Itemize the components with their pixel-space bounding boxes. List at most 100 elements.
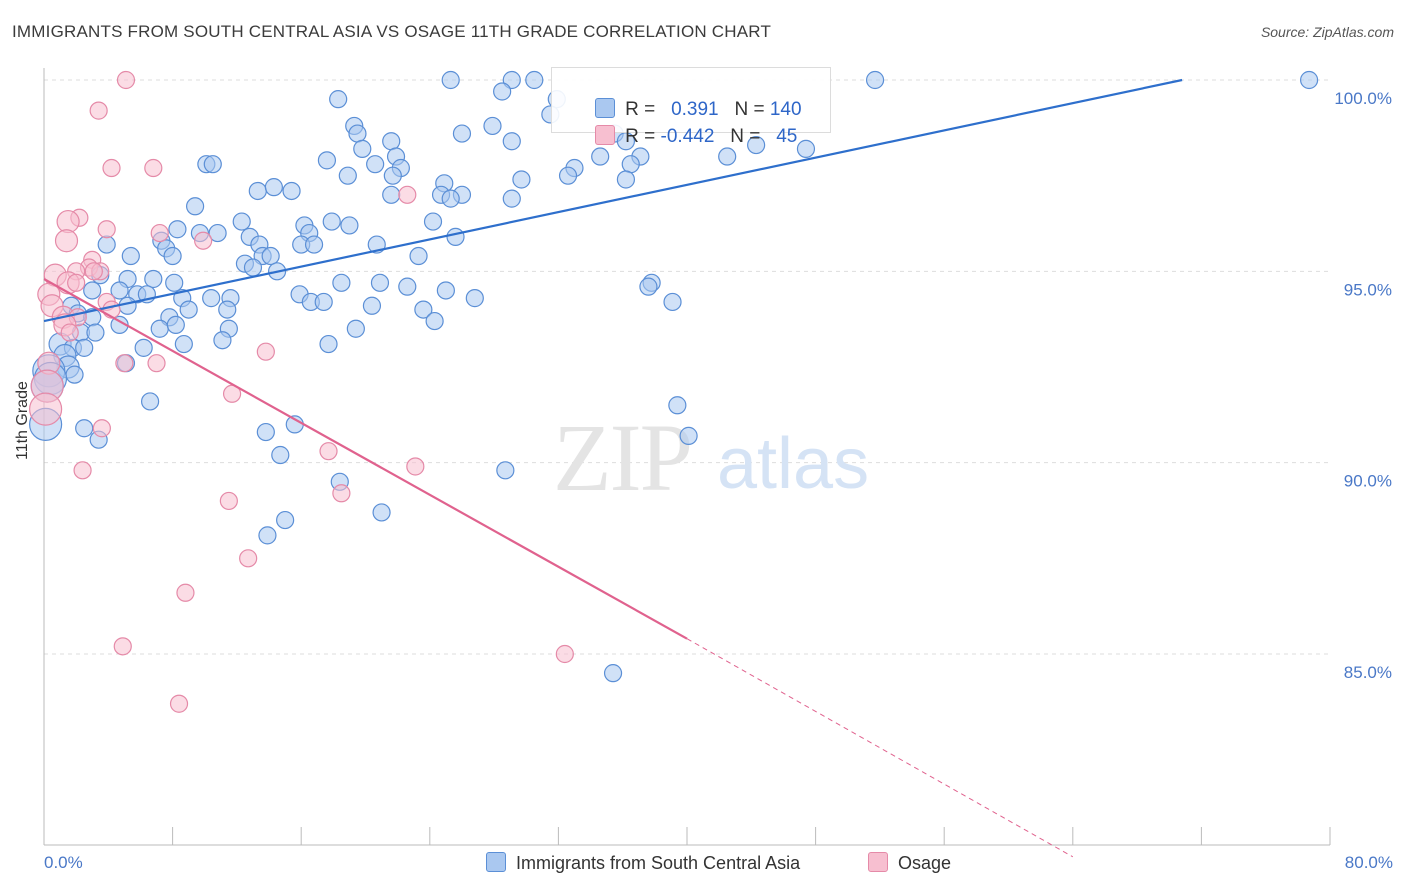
point-south-central-asia [446,227,465,246]
point-south-central-asia [276,510,295,530]
point-south-central-asia [603,664,623,683]
point-osage [256,342,275,361]
point-south-central-asia [110,281,129,300]
point-osage [147,354,166,373]
point-south-central-asia [383,166,402,185]
point-south-central-asia [232,212,251,231]
point-south-central-asia [256,422,275,442]
point-south-central-asia [317,151,337,170]
point-osage [406,457,425,476]
point-south-central-asia [304,235,324,254]
point-south-central-asia [319,334,338,354]
point-osage [398,185,417,204]
legend-row-blue: R = 0.391 N = 140 [574,76,802,143]
point-south-central-asia [75,419,94,438]
point-south-central-asia [747,135,766,155]
point-osage [150,223,169,243]
y-axis-label: 11th Grade [14,381,31,460]
point-osage [84,262,103,281]
point-south-central-asia [483,116,502,136]
point-south-central-asia [150,319,169,338]
point-south-central-asia [502,132,521,151]
point-south-central-asia [409,246,428,266]
point-osage [73,461,92,480]
x-tick-min: 0.0% [44,853,83,872]
trend-line-pink [43,278,688,640]
point-south-central-asia [382,185,401,204]
point-osage [89,101,108,120]
point-south-central-asia [425,311,444,331]
y-tick-label: 90.0% [1344,472,1392,491]
point-south-central-asia [465,289,484,308]
point-south-central-asia [796,139,816,158]
point-south-central-asia [525,70,544,90]
point-south-central-asia [370,273,390,292]
legend-swatch-blue [595,98,616,118]
y-tick-label: 95.0% [1344,280,1392,299]
point-south-central-asia [218,300,237,319]
point-south-central-asia [865,70,885,90]
bottom-legend-blue: Immigrants from South Central Asia [486,852,800,874]
point-south-central-asia [166,315,185,335]
point-south-central-asia [174,334,193,354]
point-south-central-asia [718,147,737,166]
point-south-central-asia [502,189,521,208]
legend-r-value: -0.442 [660,126,715,147]
point-south-central-asia [65,365,84,384]
bottom-legend-label-pink: Osage [898,853,952,873]
point-south-central-asia [332,273,351,292]
point-osage [67,273,86,292]
trend-line-blue [43,78,1183,323]
point-south-central-asia [97,235,116,254]
point-osage [176,583,195,602]
point-south-central-asia [558,166,578,185]
point-south-central-asia [346,319,365,338]
point-osage [319,442,338,461]
series-osage [29,70,574,713]
point-south-central-asia [243,258,263,277]
point-south-central-asia [372,503,391,522]
point-south-central-asia [282,181,301,201]
point-south-central-asia [591,147,610,166]
point-south-central-asia [140,392,160,411]
point-osage [144,158,163,178]
point-south-central-asia [512,170,531,189]
point-south-central-asia [144,269,163,289]
point-south-central-asia [668,396,687,415]
point-south-central-asia [168,220,187,239]
bottom-legend-swatch-blue [486,852,506,872]
bottom-legend-pink: Osage [868,852,951,874]
point-south-central-asia [203,155,222,174]
point-south-central-asia [179,300,198,319]
point-south-central-asia [134,338,153,357]
point-osage [29,392,63,426]
source-label: Source: ZipAtlas.com [1260,24,1394,40]
point-south-central-asia [118,296,137,315]
point-south-central-asia [493,82,512,101]
point-south-central-asia [264,178,283,197]
point-south-central-asia [261,246,280,266]
point-south-central-asia [186,197,205,216]
point-south-central-asia [348,124,367,143]
point-south-central-asia [338,166,357,185]
legend-n-value: 140 [769,99,802,120]
legend-n-value: 45 [776,126,798,147]
y-tick-label: 85.0% [1344,663,1392,682]
point-south-central-asia [208,223,227,243]
stats-legend: R = 0.391 N = 140 R = -0.442 N = 45 [551,67,831,147]
legend-row-pink: R = -0.442 N = 45 [574,103,797,170]
point-south-central-asia [663,292,682,312]
point-south-central-asia [86,323,105,342]
point-south-central-asia [423,212,443,231]
legend-n-label: N = [734,99,765,120]
point-south-central-asia [121,246,140,266]
point-osage [92,419,111,438]
bottom-legend-swatch-pink [868,852,888,872]
watermark-zip: ZIP [553,404,691,511]
point-south-central-asia [75,338,94,357]
point-south-central-asia [353,139,372,158]
point-south-central-asia [258,526,277,545]
point-south-central-asia [271,445,290,465]
legend-r-value: 0.391 [671,99,719,120]
